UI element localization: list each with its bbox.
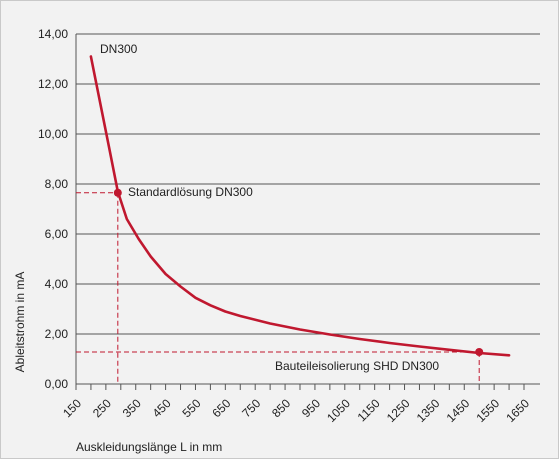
x-tick-label-150: 150 <box>60 396 84 420</box>
y-tick-labels: 0,00 2,00 4,00 6,00 8,00 10,00 12,00 14,00 <box>38 27 68 391</box>
y-tick-label-0: 0,00 <box>45 377 69 391</box>
x-tick-label-1250: 1250 <box>384 396 413 425</box>
x-tick-label-750: 750 <box>239 396 263 420</box>
y-tick-label-6: 6,00 <box>45 227 69 241</box>
y-tick-label-12: 12,00 <box>38 77 68 91</box>
annotation-standard-label: Standardlösung DN300 <box>128 185 253 199</box>
x-tick-label-250: 250 <box>90 396 114 420</box>
x-tick-label-650: 650 <box>209 396 233 420</box>
x-tick-labels: 150 250 350 450 550 650 750 850 950 1050 1150 1250 1… <box>60 384 532 425</box>
x-tick-label-1650: 1650 <box>503 396 532 425</box>
x-tick-label-450: 450 <box>150 396 174 420</box>
x-tick-label-350: 350 <box>120 396 144 420</box>
y-tick-label-2: 2,00 <box>45 327 69 341</box>
series-line-dn300 <box>89 55 511 357</box>
annotation-marker-1 <box>475 348 484 356</box>
y-tick-label-4: 4,00 <box>45 277 69 291</box>
annotation-markers <box>113 188 484 356</box>
x-tick-label-1550: 1550 <box>473 396 502 425</box>
x-tick-label-1050: 1050 <box>324 396 353 425</box>
x-tick-label-1150: 1150 <box>355 396 383 424</box>
x-tick-label-1450: 1450 <box>444 396 473 425</box>
x-tick-label-850: 850 <box>269 396 293 420</box>
x-axis-label: Auskleidungslänge L in mm <box>76 440 222 454</box>
y-tick-label-8: 8,00 <box>45 177 69 191</box>
gridlines <box>76 33 540 335</box>
x-tick-label-550: 550 <box>180 396 204 420</box>
y-tick-label-14: 14,00 <box>38 27 68 41</box>
y-axis-label: Ableitstrohm in mA <box>13 272 27 373</box>
x-tick-label-1350: 1350 <box>414 396 443 425</box>
reference-guides <box>76 192 480 384</box>
series-label: DN300 <box>100 42 138 56</box>
x-tick-label-950: 950 <box>299 396 323 420</box>
annotation-shd-label: Bauteileisolierung SHD DN300 <box>275 359 439 373</box>
annotation-marker-0 <box>113 188 122 197</box>
y-tick-label-10: 10,00 <box>38 127 68 141</box>
